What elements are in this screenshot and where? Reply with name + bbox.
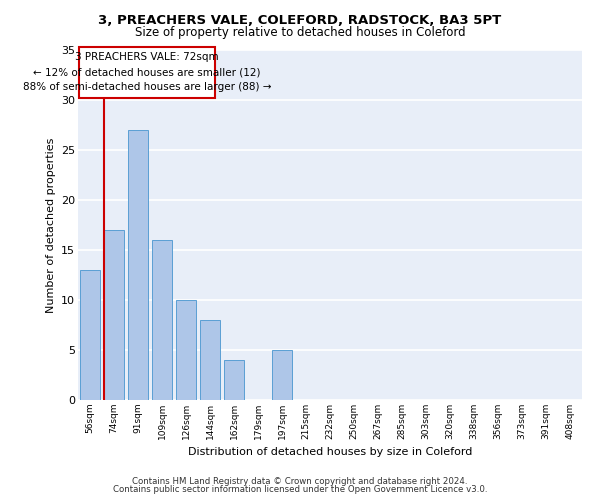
Text: Contains HM Land Registry data © Crown copyright and database right 2024.: Contains HM Land Registry data © Crown c…: [132, 477, 468, 486]
Text: 3, PREACHERS VALE, COLEFORD, RADSTOCK, BA3 5PT: 3, PREACHERS VALE, COLEFORD, RADSTOCK, B…: [98, 14, 502, 27]
Bar: [272, 350, 292, 400]
Y-axis label: Number of detached properties: Number of detached properties: [46, 138, 56, 312]
Bar: [200, 320, 220, 400]
Bar: [104, 230, 124, 400]
FancyBboxPatch shape: [79, 47, 215, 98]
Bar: [224, 360, 244, 400]
Bar: [128, 130, 148, 400]
Text: ← 12% of detached houses are smaller (12): ← 12% of detached houses are smaller (12…: [33, 67, 261, 77]
Bar: [176, 300, 196, 400]
Text: Contains public sector information licensed under the Open Government Licence v3: Contains public sector information licen…: [113, 485, 487, 494]
Bar: [80, 270, 100, 400]
Bar: [152, 240, 172, 400]
Text: Size of property relative to detached houses in Coleford: Size of property relative to detached ho…: [134, 26, 466, 39]
Text: 88% of semi-detached houses are larger (88) →: 88% of semi-detached houses are larger (…: [23, 82, 271, 92]
X-axis label: Distribution of detached houses by size in Coleford: Distribution of detached houses by size …: [188, 448, 472, 458]
Text: 3 PREACHERS VALE: 72sqm: 3 PREACHERS VALE: 72sqm: [75, 52, 219, 62]
